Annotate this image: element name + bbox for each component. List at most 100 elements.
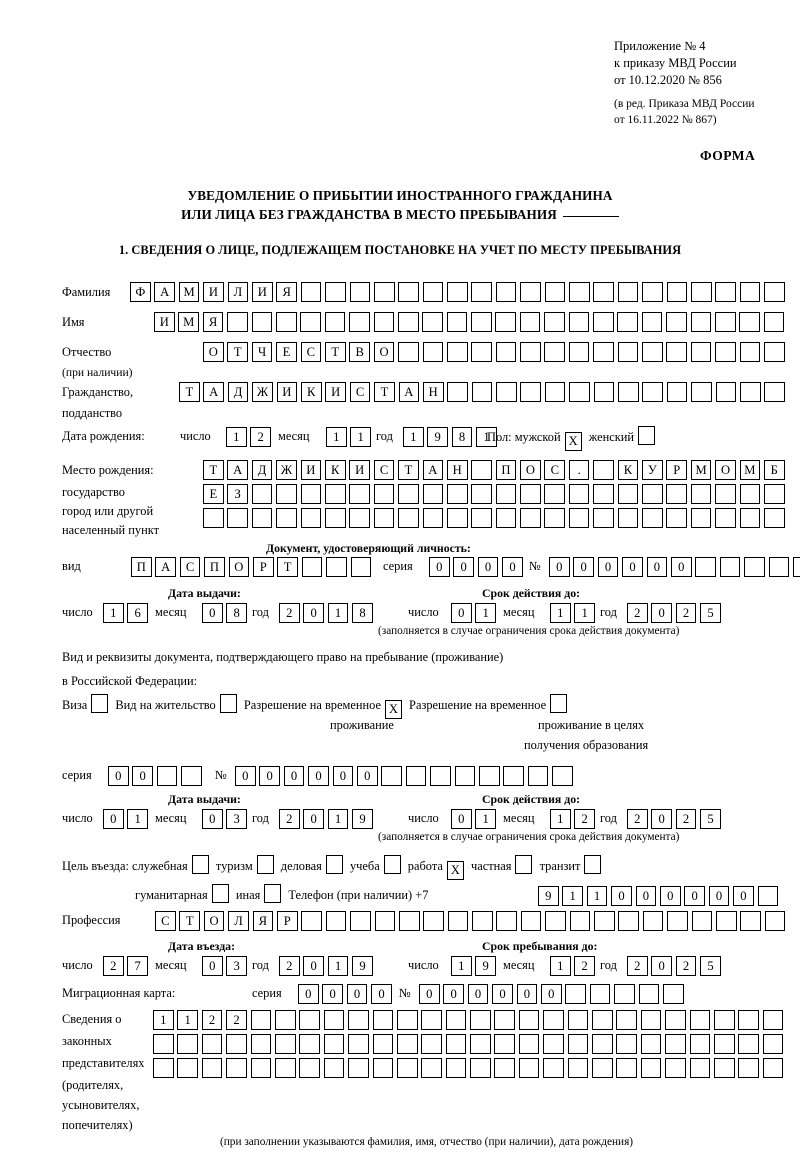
grid-cell[interactable] — [739, 508, 761, 528]
grid-cell[interactable]: 9 — [538, 886, 559, 906]
grid-cell[interactable] — [594, 911, 615, 931]
grid-cell[interactable] — [567, 1010, 589, 1030]
grid-cell[interactable] — [421, 1034, 442, 1054]
grid-cell[interactable]: 1 — [574, 603, 595, 623]
grid-cell[interactable] — [691, 382, 712, 402]
grid-cell[interactable]: А — [203, 382, 224, 402]
grid-cell[interactable] — [762, 1034, 784, 1054]
grid-cell[interactable] — [323, 1058, 345, 1078]
grid-cell[interactable]: И — [349, 460, 370, 480]
grid-cell[interactable]: 0 — [651, 809, 672, 829]
grid-cell[interactable] — [520, 382, 542, 402]
grid-cell[interactable] — [274, 1058, 296, 1078]
grid-cell[interactable] — [349, 312, 370, 332]
grid-cell[interactable]: 2 — [201, 1010, 223, 1030]
grid-cell[interactable] — [640, 1034, 662, 1054]
grid-cell[interactable] — [323, 1010, 345, 1030]
grid-cell[interactable] — [617, 342, 639, 362]
grid-cell[interactable] — [617, 484, 639, 504]
grid-cell[interactable] — [666, 382, 688, 402]
grid-cell[interactable]: 0 — [659, 886, 681, 906]
grid-cell[interactable] — [250, 1034, 272, 1054]
grid-cell[interactable] — [543, 1010, 564, 1030]
grid-cell[interactable]: Л — [228, 911, 249, 931]
grid-cell[interactable] — [520, 911, 542, 931]
purpose-humanitarian-checkbox[interactable] — [211, 884, 229, 903]
grid-cell[interactable] — [447, 911, 469, 931]
grid-cell[interactable] — [153, 1034, 174, 1054]
grid-cell[interactable] — [689, 1034, 711, 1054]
grid-cell[interactable] — [695, 557, 716, 577]
grid-cell[interactable] — [739, 282, 761, 302]
grid-cell[interactable] — [592, 1034, 613, 1054]
grid-cell[interactable] — [372, 1034, 394, 1054]
grid-cell[interactable] — [764, 911, 786, 931]
grid-cell[interactable] — [666, 342, 688, 362]
grid-cell[interactable]: И — [154, 312, 175, 332]
grid-cell[interactable]: О — [373, 342, 395, 362]
grid-cell[interactable] — [543, 1058, 564, 1078]
purpose-other-checkbox[interactable] — [264, 884, 282, 903]
grid-cell[interactable]: 0 — [419, 984, 440, 1004]
grid-cell[interactable]: 0 — [202, 809, 223, 829]
grid-cell[interactable]: 2 — [103, 956, 124, 976]
grid-cell[interactable] — [471, 342, 492, 362]
grid-cell[interactable]: 0 — [516, 984, 538, 1004]
grid-cell[interactable] — [666, 508, 688, 528]
grid-cell[interactable] — [667, 911, 688, 931]
grid-cell[interactable] — [763, 484, 785, 504]
grid-cell[interactable]: 1 — [153, 1010, 174, 1030]
grid-cell[interactable]: 5 — [700, 809, 721, 829]
grid-cell[interactable] — [739, 342, 761, 362]
grid-cell[interactable]: Д — [227, 382, 249, 402]
grid-cell[interactable]: 0 — [611, 886, 632, 906]
grid-cell[interactable] — [274, 1010, 296, 1030]
grid-cell[interactable]: И — [251, 282, 273, 302]
grid-cell[interactable] — [593, 508, 614, 528]
grid-cell[interactable]: 8 — [226, 603, 247, 623]
grid-cell[interactable] — [662, 984, 684, 1004]
grid-cell[interactable] — [156, 766, 178, 786]
grid-cell[interactable] — [373, 312, 395, 332]
grid-cell[interactable] — [301, 557, 323, 577]
grid-cell[interactable] — [471, 460, 492, 480]
grid-cell[interactable]: Т — [179, 911, 200, 931]
grid-cell[interactable] — [250, 1010, 272, 1030]
grid-cell[interactable]: 9 — [352, 809, 373, 829]
grid-cell[interactable]: 1 — [451, 956, 472, 976]
grid-cell[interactable] — [642, 382, 664, 402]
grid-cell[interactable] — [299, 1058, 320, 1078]
grid-cell[interactable]: 0 — [259, 766, 280, 786]
grid-cell[interactable] — [690, 508, 712, 528]
grid-cell[interactable] — [762, 1010, 784, 1030]
sex-female-checkbox[interactable] — [638, 426, 656, 445]
grid-cell[interactable]: Т — [324, 342, 346, 362]
purpose-tourism-checkbox[interactable] — [256, 855, 274, 874]
grid-cell[interactable] — [349, 484, 370, 504]
grid-cell[interactable] — [251, 312, 273, 332]
grid-cell[interactable] — [398, 282, 419, 302]
grid-cell[interactable]: 2 — [675, 956, 697, 976]
grid-cell[interactable]: А — [227, 460, 248, 480]
grid-cell[interactable] — [740, 911, 761, 931]
grid-cell[interactable] — [470, 1058, 491, 1078]
grid-cell[interactable]: С — [349, 382, 371, 402]
grid-cell[interactable] — [738, 1058, 759, 1078]
grid-cell[interactable] — [422, 484, 444, 504]
grid-cell[interactable] — [715, 911, 737, 931]
grid-cell[interactable]: Н — [446, 460, 468, 480]
grid-cell[interactable]: 0 — [597, 557, 619, 577]
grid-cell[interactable] — [552, 766, 573, 786]
grid-cell[interactable]: 0 — [356, 766, 378, 786]
grid-cell[interactable] — [300, 312, 321, 332]
grid-cell[interactable]: А — [154, 282, 175, 302]
grid-cell[interactable] — [299, 1010, 320, 1030]
grid-cell[interactable]: 1 — [475, 809, 496, 829]
grid-cell[interactable] — [763, 508, 785, 528]
